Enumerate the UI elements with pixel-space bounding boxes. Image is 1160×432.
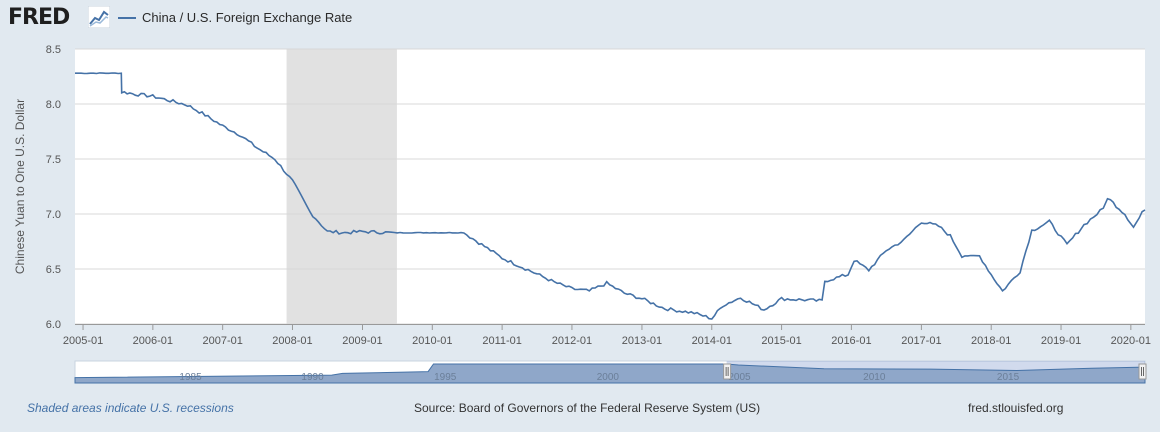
y-tick-label: 6.0	[46, 319, 61, 331]
series-line	[75, 72, 1146, 320]
navigator-area	[74, 363, 1146, 384]
y-tick-label: 7.5	[46, 154, 61, 166]
x-tick-label: 2019-01	[1041, 335, 1081, 347]
x-tick-label: 2011-01	[482, 335, 522, 347]
navigator-tick-label: 1985	[179, 372, 202, 383]
x-tick-label: 2012-01	[552, 335, 592, 347]
navigator-tick-label: 1990	[301, 372, 324, 383]
y-axis-title: Chinese Yuan to One U.S. Dollar	[13, 99, 27, 274]
site-link[interactable]: fred.stlouisfed.org	[968, 401, 1064, 415]
x-tick-label: 2005-01	[63, 335, 103, 347]
x-tick-label: 2010-01	[412, 335, 452, 347]
x-tick-label: 2015-01	[761, 335, 801, 347]
fred-logo[interactable]: FRED	[8, 5, 70, 30]
chart-header: FRED China / U.S. Foreign Exchange Rate	[0, 0, 1160, 40]
source-note: Source: Board of Governors of the Federa…	[414, 401, 761, 415]
exchange-rate-chart: 6.0 6.5 7.0 7.5 8.0 8.5 Chinese Yuan to One U.…	[13, 44, 1151, 384]
navigator-tick-label: 2000	[597, 372, 620, 383]
x-tick-label: 2009-01	[342, 335, 382, 347]
x-tick-label: 2006-01	[133, 335, 173, 347]
navigator-handle[interactable]	[1138, 363, 1147, 380]
legend-label: China / U.S. Foreign Exchange Rate	[142, 10, 353, 25]
x-tick-label: 2013-01	[622, 335, 662, 347]
chart-footer: Shaded areas indicate U.S. recessions So…	[0, 400, 1160, 420]
legend-swatch	[118, 16, 136, 19]
trend-line-icon	[88, 6, 110, 28]
x-tick-label: 2018-01	[971, 335, 1011, 347]
navigator-tick-label: 2015	[997, 372, 1020, 383]
y-tick-label: 8.5	[46, 44, 61, 56]
x-tick-label: 2016-01	[831, 335, 871, 347]
recession-band	[286, 49, 397, 324]
x-tick-label: 2020-01	[1111, 335, 1151, 347]
navigator-tick-label: 2010	[863, 372, 886, 383]
plot-area	[75, 49, 1145, 324]
x-tick-label: 2008-01	[272, 335, 312, 347]
legend[interactable]: China / U.S. Foreign Exchange Rate	[118, 10, 352, 25]
y-tick-label: 6.5	[46, 264, 61, 276]
recession-note: Shaded areas indicate U.S. recessions	[27, 401, 234, 415]
navigator-tick-label: 2005	[728, 372, 751, 383]
navigator-tick-label: 1995	[434, 372, 457, 383]
x-tick-label: 2007-01	[202, 335, 242, 347]
navigator-handle[interactable]	[723, 363, 732, 380]
y-tick-label: 8.0	[46, 99, 61, 111]
x-tick-label: 2017-01	[901, 335, 941, 347]
x-tick-label: 2014-01	[692, 335, 732, 347]
y-tick-label: 7.0	[46, 209, 61, 221]
